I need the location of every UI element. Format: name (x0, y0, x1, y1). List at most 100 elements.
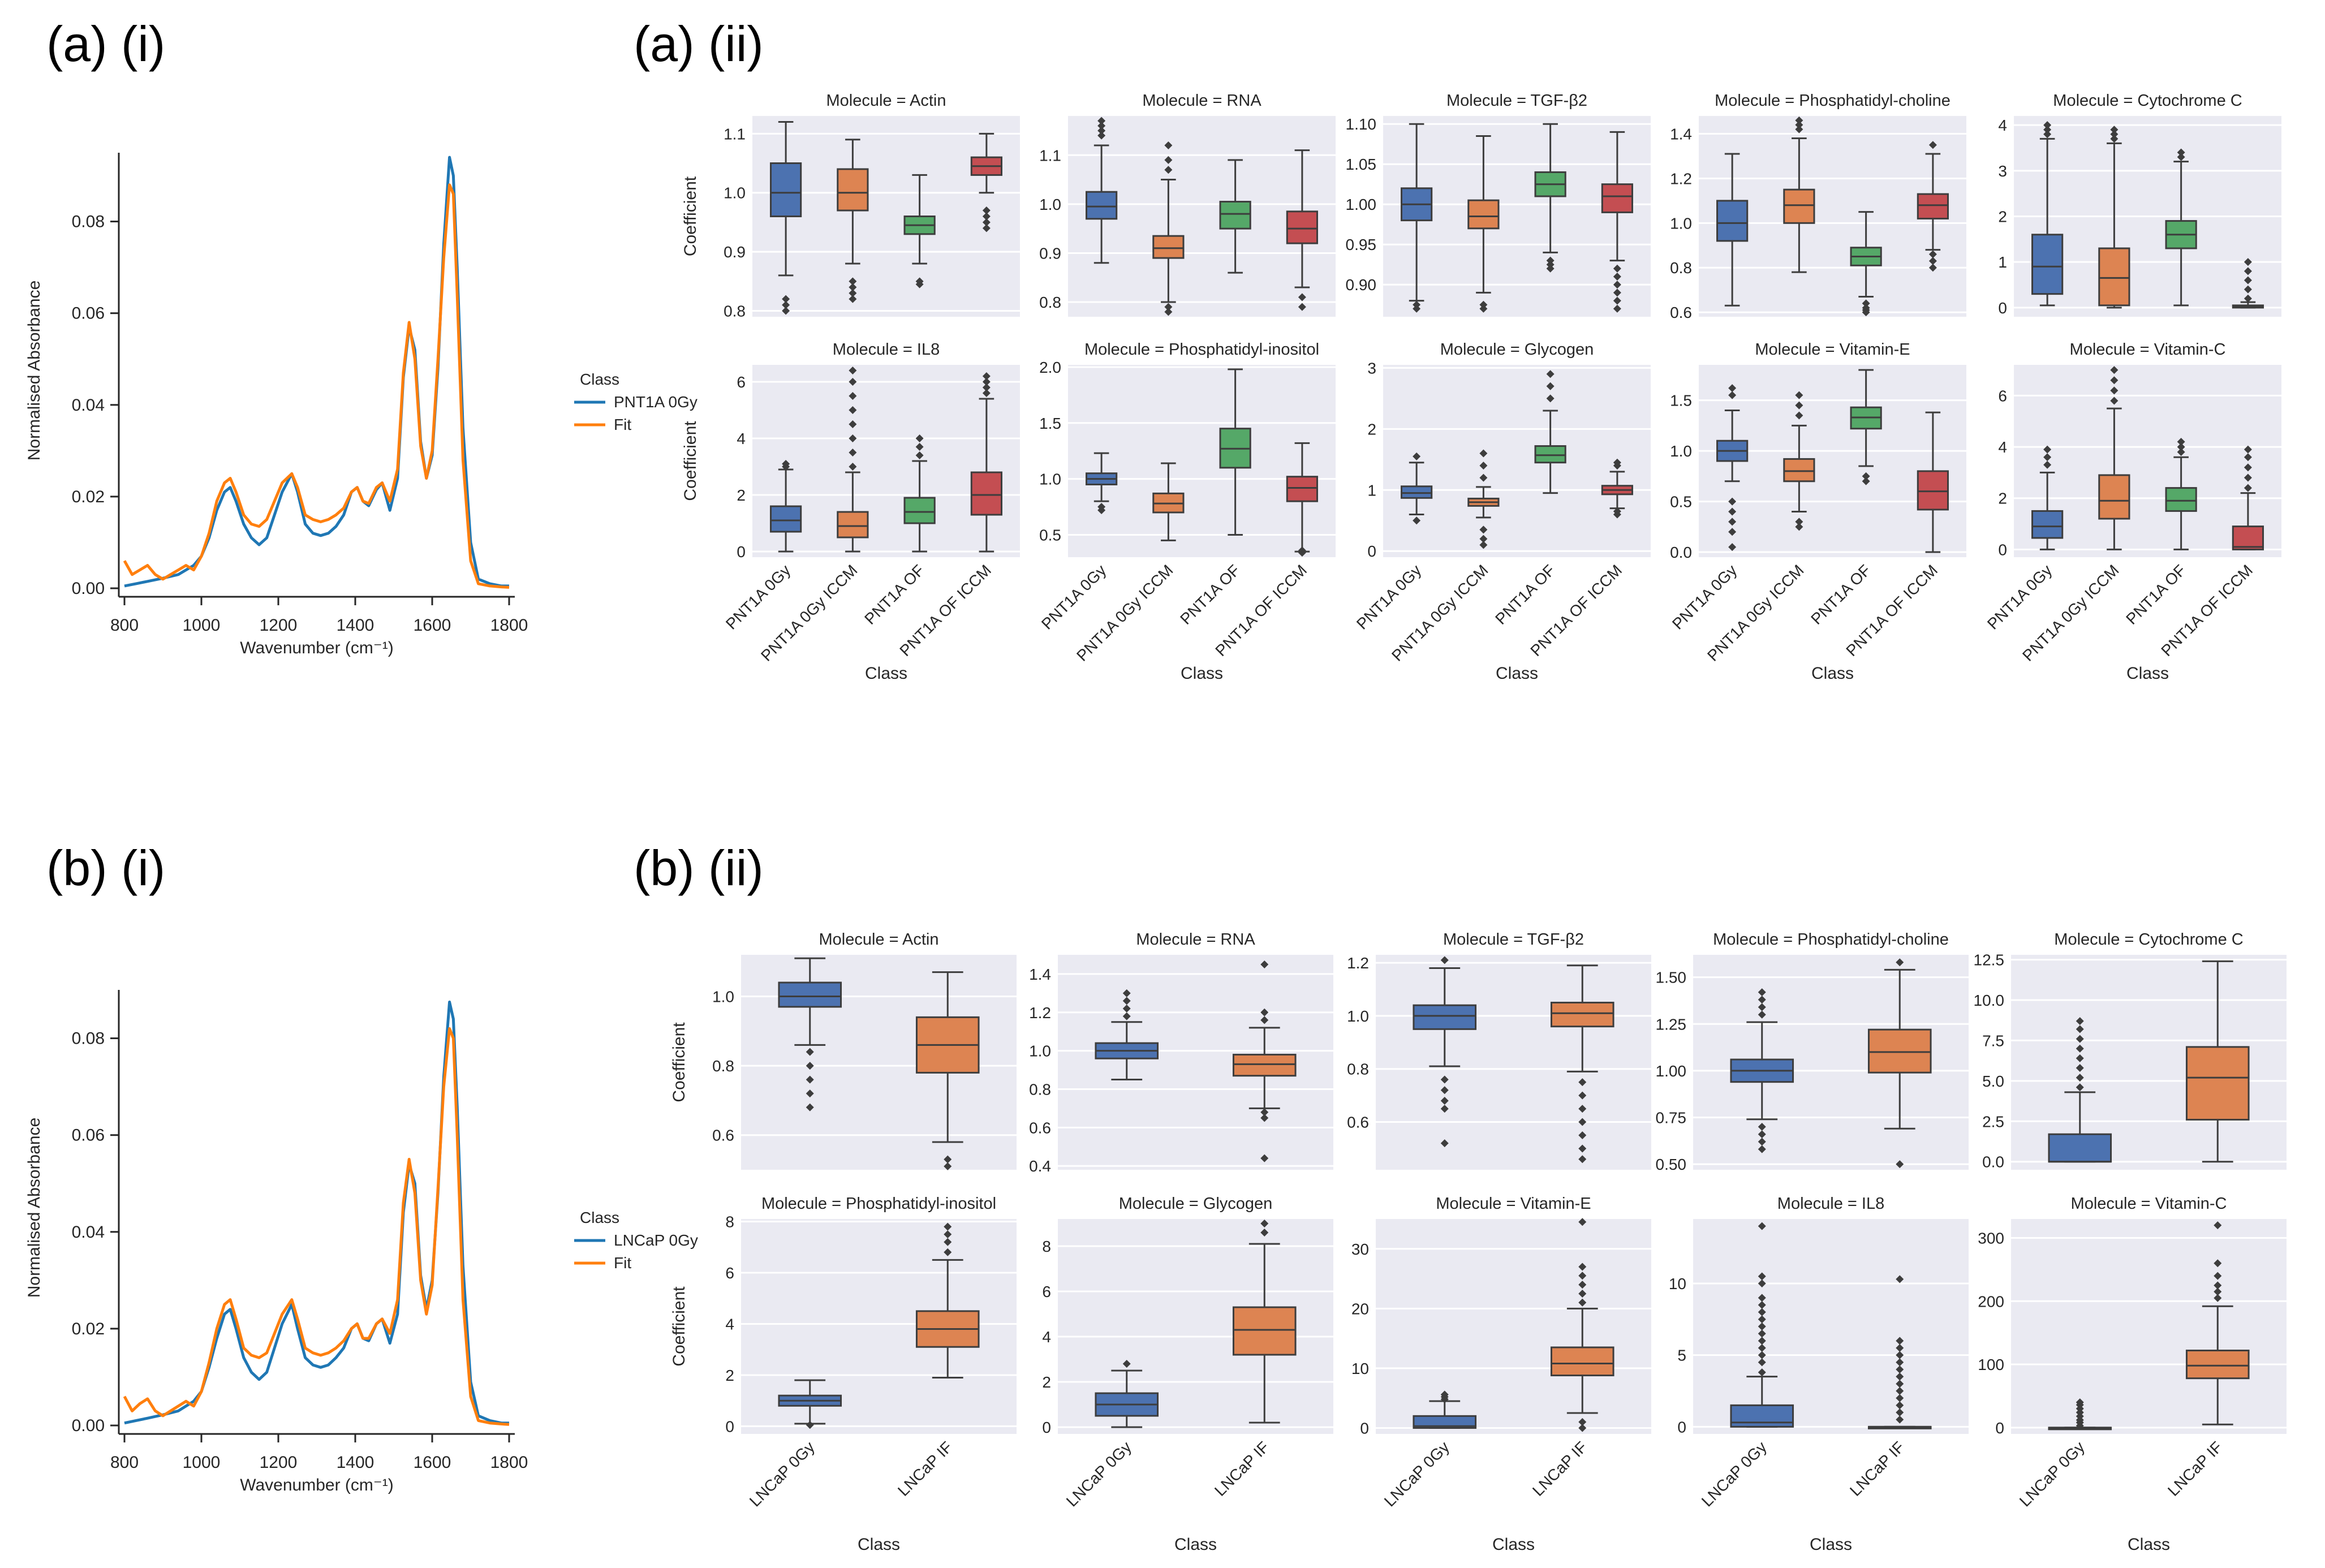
outlier-point (1758, 1130, 1766, 1139)
outlier-point (915, 451, 924, 459)
outlier-point (1578, 1131, 1587, 1140)
boxplot-b-9: 0 100 200 300 Molecule = Vitamin-C LNCaP 0Gy L… (1978, 1195, 2287, 1554)
x-tick-label: 1800 (490, 1453, 528, 1472)
outlier-point (1795, 401, 1803, 410)
boxplot-b-0: 0.6 0.8 1.0 Molecule = Actin Coefficient (670, 931, 1017, 1170)
y-tick-label: 30 (1351, 1240, 1369, 1258)
x-tick-label: PNT1A 0Gy (1038, 561, 1109, 632)
outlier-point (944, 1162, 952, 1170)
y-tick-label: 1.2 (1347, 954, 1369, 972)
x-axis-label: Wavenumber (cm⁻¹) (240, 639, 393, 657)
outlier-point (2076, 1025, 2084, 1033)
y-tick-label: 2 (737, 486, 746, 504)
outlier-point (1298, 303, 1306, 311)
outlier-point (849, 392, 857, 400)
y-tick-label: 2 (1998, 208, 2007, 226)
y-tick-label: 10 (1351, 1360, 1369, 1377)
outlier-point (782, 295, 790, 303)
x-axis-label: Class (2126, 664, 2169, 683)
y-tick-label: 3 (1998, 162, 2007, 180)
subplot-title: Molecule = Glycogen (1119, 1195, 1273, 1213)
x-tick-label: PNT1A OF (861, 561, 928, 628)
y-tick-label: 0.8 (724, 303, 746, 320)
y-tick-label: 4 (725, 1315, 734, 1333)
subplot-title: Molecule = Vitamin-E (1755, 341, 1910, 359)
outlier-point (1479, 449, 1488, 458)
outlier-point (2244, 285, 2252, 294)
legend-title: Class (580, 1209, 619, 1226)
box (1086, 191, 1118, 220)
outlier-point (1795, 518, 1803, 526)
legend-entry: Fit (614, 1254, 631, 1272)
outlier-point (1758, 1315, 1766, 1324)
outlier-point (1728, 384, 1737, 393)
outlier-point (1862, 472, 1870, 480)
boxplot-b-8: 0 5 10 Molecule = IL8 LNCaP 0Gy LNCaP IF Class (1669, 1195, 1969, 1554)
outlier-point (1578, 1118, 1587, 1126)
outlier-point (2244, 294, 2252, 303)
y-tick-label: 2 (1367, 420, 1376, 438)
outlier-point (1440, 1086, 1449, 1095)
y-tick-label: 0.6 (1670, 304, 1692, 321)
outlier-point (849, 367, 857, 374)
plot-area (2011, 1219, 2287, 1434)
y-axis-label: Normalised Absorbance (25, 281, 44, 461)
outlier-point (2043, 126, 2052, 134)
x-tick-label: LNCaP 0Gy (746, 1438, 818, 1510)
outlier-point (806, 1089, 814, 1098)
y-tick-label: 0.6 (1029, 1119, 1051, 1136)
box (1917, 470, 1949, 511)
series-line-measured (124, 1000, 509, 1425)
outlier-point (1578, 1281, 1587, 1289)
y-tick-label: 2 (725, 1367, 734, 1384)
y-tick-label: 0 (1677, 1418, 1686, 1436)
y-tick-label: 0.95 (1346, 236, 1377, 253)
outlier-point (782, 460, 790, 468)
x-tick-label: 1200 (260, 1453, 298, 1472)
box (1232, 1306, 1297, 1356)
x-tick-label: 1600 (414, 616, 451, 635)
outlier-point (982, 389, 991, 397)
x-axis-label: Class (1174, 1535, 1217, 1554)
y-tick-label: 1.5 (1670, 392, 1692, 410)
boxplot-a-2: 0.90 0.95 1.00 1.05 1.10 Molecule = TGF-β2 (1346, 92, 1651, 317)
outlier-point (1260, 1114, 1269, 1122)
y-tick-label: 0 (1367, 542, 1376, 560)
outlier-point (849, 406, 857, 414)
outlier-point (982, 218, 991, 226)
x-tick-label: LNCaP 0Gy (1698, 1438, 1770, 1510)
y-tick-label: 0.6 (1347, 1114, 1369, 1131)
outlier-point (1260, 960, 1269, 968)
outlier-point (1546, 264, 1555, 273)
outlier-point (944, 1230, 952, 1239)
subplot-title: Molecule = Vitamin-C (2070, 341, 2226, 359)
outlier-point (1097, 126, 1106, 135)
outlier-point (1728, 507, 1737, 516)
outlier-point (2244, 267, 2252, 275)
box (1550, 1346, 1614, 1377)
outlier-point (944, 1222, 952, 1231)
outlier-point (1164, 141, 1173, 149)
boxplot-b-6: 0 2 4 6 8 Molecule = Glycogen LNCaP 0Gy LNCaP I… (1042, 1195, 1333, 1554)
y-tick-label: 0.04 (72, 396, 105, 415)
outlier-point (1896, 1275, 1904, 1283)
boxplot-b-4: 0.0 2.5 5.0 7.5 10.0 12.5 Molecule = Cytochrom… (1974, 931, 2287, 1171)
y-tick-label: 1.00 (1346, 196, 1377, 213)
outlier-point (1260, 1016, 1269, 1024)
outlier-point (1928, 264, 1937, 272)
box (1601, 183, 1633, 213)
outlier-point (1578, 1424, 1587, 1432)
x-tick-label: LNCaP IF (894, 1438, 955, 1499)
subplot-title: Molecule = RNA (1136, 931, 1255, 949)
outlier-point (1862, 299, 1870, 308)
y-tick-label: 8 (725, 1213, 734, 1231)
plot-area (1376, 955, 1651, 1170)
outlier-point (1928, 141, 1937, 149)
outlier-point (1862, 304, 1870, 312)
y-tick-label: 6 (1042, 1283, 1051, 1300)
x-tick-label: 1000 (183, 616, 221, 635)
outlier-point (1440, 1105, 1449, 1113)
outlier-point (1097, 122, 1106, 130)
outlier-point (982, 206, 991, 215)
outlier-point (1546, 370, 1555, 378)
